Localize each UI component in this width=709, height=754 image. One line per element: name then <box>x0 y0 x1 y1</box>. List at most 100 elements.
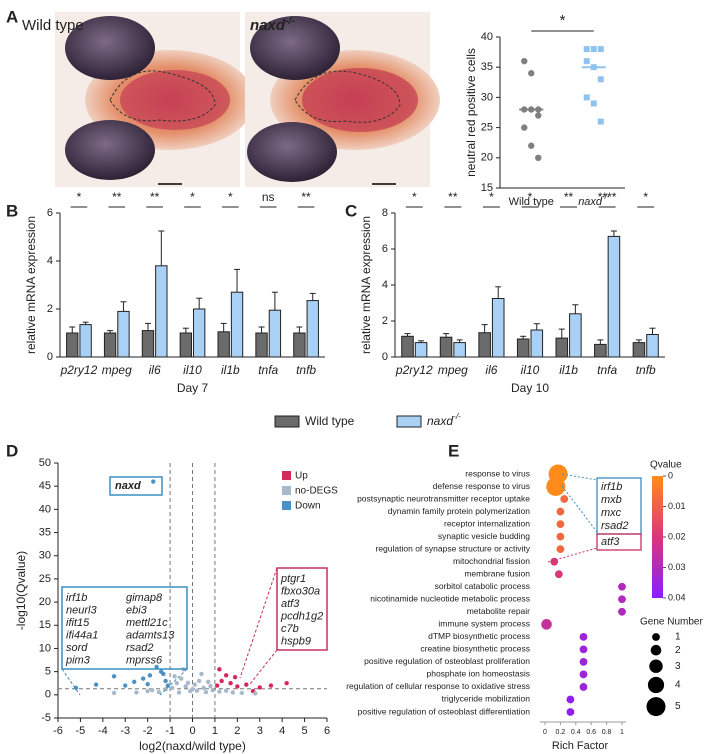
significance-label: ** <box>448 190 458 204</box>
bar <box>530 329 544 358</box>
bubble <box>579 683 588 691</box>
data-point <box>134 690 139 695</box>
bubble <box>556 507 565 516</box>
gene-label: adamts13 <box>126 629 175 641</box>
significance-label: ** <box>112 190 122 204</box>
y-tick-label: 35 <box>481 61 493 73</box>
bar <box>155 265 168 358</box>
bar <box>255 332 268 358</box>
y-tick-label: -5 <box>41 712 51 724</box>
bar <box>646 334 659 358</box>
legend-label: no-DEGS <box>295 486 338 497</box>
x-tick-label: 5 <box>302 725 308 737</box>
y-tick-label: 4 <box>47 255 53 267</box>
gene-label: hspb9 <box>281 635 311 647</box>
significance-label: * <box>190 190 195 204</box>
y-tick-label: 25 <box>481 122 493 134</box>
x-tick-label: mpeg <box>102 363 132 377</box>
bubble <box>618 607 626 616</box>
data-point <box>244 682 249 687</box>
panel-label: C <box>345 201 357 220</box>
data-point <box>156 689 162 695</box>
colorbar <box>652 476 663 598</box>
bubble <box>554 570 563 579</box>
gene-label: mettl21c <box>126 617 168 629</box>
gene-label: ptgr1 <box>280 573 306 585</box>
legend-swatch <box>282 486 291 495</box>
legend-title: Gene Number <box>640 617 703 628</box>
data-point <box>132 679 137 685</box>
bar <box>439 336 453 358</box>
bar <box>516 338 530 358</box>
data-point <box>176 690 182 695</box>
y-tick-label: response to virus <box>465 468 530 478</box>
y-tick-label: 0 <box>47 351 53 363</box>
significance-label: ** <box>150 190 160 204</box>
data-point <box>197 678 202 684</box>
y-axis-label: -log10(Qvalue) <box>14 551 28 630</box>
data-point <box>163 678 168 684</box>
y-tick-label: regulation of cellular response to oxida… <box>346 681 530 691</box>
data-point <box>235 684 240 689</box>
photo <box>245 12 440 187</box>
significance-label: * <box>643 190 648 204</box>
bubble <box>579 645 588 654</box>
data-point <box>145 688 150 694</box>
data-point <box>217 689 222 694</box>
x-tick-label: -6 <box>53 725 63 737</box>
gene-label: c7b <box>281 623 299 635</box>
data-point <box>232 675 238 680</box>
bar <box>306 300 319 358</box>
data-point <box>239 690 245 696</box>
y-tick-label: 0 <box>382 351 388 363</box>
y-tick-label: synaptic vesicle budding <box>438 531 530 541</box>
connector <box>249 649 278 685</box>
x-tick-label: il1b <box>559 363 578 377</box>
significance-label: * <box>528 190 533 204</box>
y-tick-label: 20 <box>481 152 493 164</box>
data-point <box>179 676 184 681</box>
size-legend-label: 2 <box>675 645 681 656</box>
bubble <box>541 619 552 630</box>
gene-label: pcdh1g2 <box>280 610 323 622</box>
size-legend-label: 3 <box>675 661 681 672</box>
x-tick-label: 4 <box>279 725 285 737</box>
y-tick-label: 5 <box>45 666 51 678</box>
data-point <box>161 671 166 677</box>
y-tick-label: 10 <box>39 642 51 654</box>
x-tick-label: naxd-/- <box>578 192 610 208</box>
gene-label: gimap8 <box>126 592 163 604</box>
y-tick-label: 25 <box>39 573 51 585</box>
y-tick-label: defense response to virus <box>433 481 530 491</box>
size-legend-marker <box>649 659 663 673</box>
bar <box>293 332 306 358</box>
x-tick-label: il10 <box>521 363 540 377</box>
y-tick-label: 2 <box>382 315 388 327</box>
data-point <box>597 118 604 125</box>
label-box <box>61 586 188 670</box>
data-point <box>147 673 153 678</box>
data-point <box>203 689 209 695</box>
y-tick-label: 35 <box>39 526 51 538</box>
legend-swatch <box>282 471 291 480</box>
bar <box>66 332 79 358</box>
label-box <box>276 567 328 651</box>
significance-label: * <box>228 190 233 204</box>
colorbar-label: 0.04 <box>668 592 686 602</box>
x-tick-label: tnfb <box>296 363 316 377</box>
data-point <box>93 682 99 687</box>
data-point <box>123 683 128 688</box>
connector <box>159 668 188 696</box>
significance-label: * <box>560 12 566 29</box>
x-axis-label: Rich Factor <box>552 740 609 752</box>
gene-label: atf3 <box>281 598 300 610</box>
x-tick-label: p2ry12 <box>60 363 98 377</box>
gene-label: atf3 <box>601 536 620 548</box>
data-point <box>535 154 542 161</box>
data-point <box>201 685 206 691</box>
x-tick-label: -1 <box>165 725 175 737</box>
data-point <box>528 70 535 77</box>
data-point <box>257 685 262 690</box>
gene-label: rsad2 <box>126 642 154 654</box>
data-point <box>583 94 590 101</box>
